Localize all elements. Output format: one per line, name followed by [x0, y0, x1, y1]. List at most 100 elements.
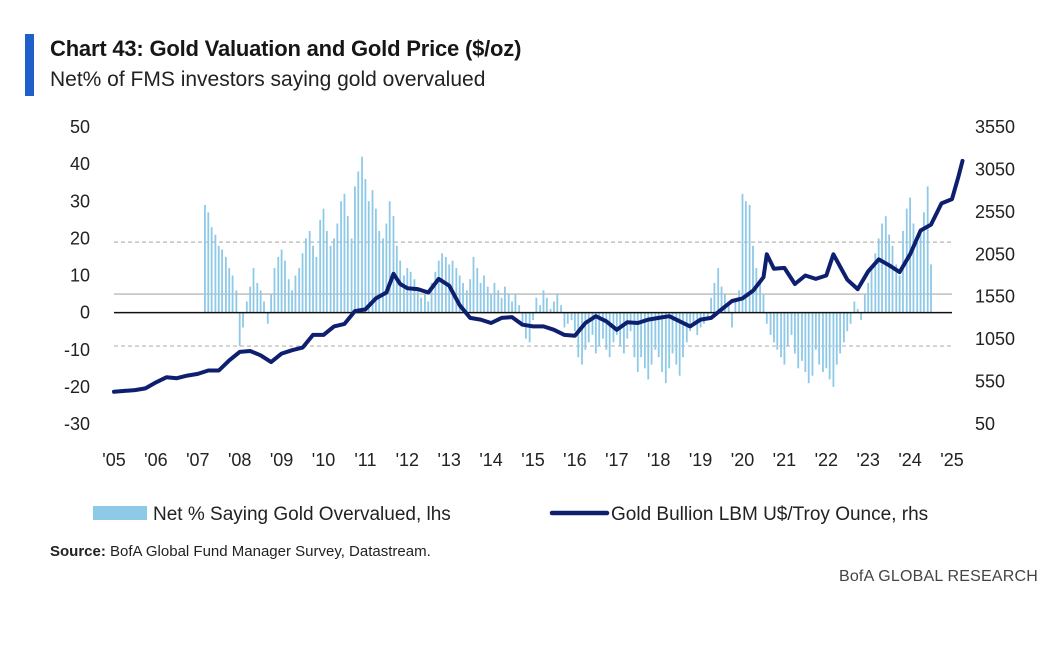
bar: [266, 312, 269, 324]
left-axis-tick-label: -30: [64, 414, 90, 434]
gold-price-line: [112, 158, 965, 394]
right-axis-tick-label: 1050: [975, 329, 1015, 349]
bar: [465, 290, 468, 313]
bar-series: [204, 156, 932, 387]
bar: [640, 312, 643, 358]
x-axis-tick-label: '17: [605, 450, 628, 470]
bar: [863, 294, 866, 313]
bar: [497, 290, 500, 313]
bar: [427, 301, 430, 313]
bar: [615, 312, 618, 335]
bar: [801, 312, 803, 361]
bar: [916, 242, 919, 313]
bar: [574, 312, 576, 332]
bar: [319, 219, 322, 313]
bar: [734, 301, 737, 313]
bar: [919, 230, 922, 313]
bar: [409, 271, 412, 313]
bar: [594, 312, 597, 354]
right-axis-tick-label: 3050: [975, 159, 1015, 179]
bar: [437, 260, 440, 313]
left-axis-tick-label: 40: [70, 154, 90, 174]
bar: [849, 312, 852, 324]
bar: [727, 301, 730, 313]
x-axis-tick-label: '25: [940, 450, 963, 470]
bar: [804, 312, 807, 373]
bar: [793, 312, 796, 354]
x-axis-tick-label: '20: [731, 450, 754, 470]
bar: [769, 312, 772, 335]
bar: [479, 282, 482, 313]
bar: [563, 312, 566, 328]
bar: [263, 301, 265, 313]
bar: [668, 312, 671, 369]
bar: [214, 234, 217, 313]
bar: [741, 193, 744, 313]
bar: [388, 201, 391, 313]
bar: [371, 190, 374, 313]
bar: [361, 156, 363, 313]
bar: [832, 312, 835, 387]
bar: [755, 268, 758, 313]
bar: [322, 208, 325, 313]
bar: [458, 275, 461, 313]
x-axis-tick-label: '15: [521, 450, 544, 470]
bar: [853, 301, 856, 313]
bar: [364, 178, 367, 313]
left-axis-tick-label: -20: [64, 377, 90, 397]
bar: [462, 282, 464, 313]
bar: [577, 312, 580, 358]
x-axis-tick-label: '05: [102, 450, 125, 470]
chart-subtitle: Net% of FMS investors saying gold overva…: [50, 68, 486, 91]
bar: [455, 268, 458, 313]
left-axis-tick-label: 10: [70, 266, 90, 286]
bar: [860, 312, 862, 321]
bar: [895, 264, 898, 313]
bar: [807, 312, 810, 384]
bar: [608, 312, 611, 358]
bar: [521, 312, 524, 324]
bar: [469, 279, 472, 313]
bar: [210, 227, 213, 313]
bar: [560, 305, 562, 313]
bar: [835, 312, 838, 365]
bar: [284, 260, 286, 313]
bar: [420, 297, 423, 313]
bar: [888, 234, 891, 313]
left-axis: 50 40 30 20 10 0 -10 -20 -30: [64, 117, 90, 434]
bar: [776, 312, 779, 350]
bar: [472, 256, 475, 313]
bar: [633, 312, 636, 358]
bar: [382, 238, 384, 313]
bar: [786, 312, 789, 347]
bar: [329, 245, 332, 313]
bar: [259, 290, 262, 313]
bar: [294, 275, 297, 313]
bar: [584, 312, 587, 350]
bar: [856, 308, 859, 313]
chart-title: Chart 43: Gold Valuation and Gold Price …: [50, 36, 522, 61]
bar: [717, 268, 720, 313]
left-axis-tick-label: 20: [70, 228, 90, 248]
bar: [539, 305, 542, 313]
bar: [678, 312, 681, 376]
bar: [333, 238, 335, 313]
bar: [654, 312, 657, 350]
source-label: Source:: [50, 543, 106, 560]
bar: [385, 223, 388, 313]
bar: [731, 312, 733, 328]
x-axis-tick-label: '10: [312, 450, 335, 470]
bar: [765, 312, 768, 324]
bar: [825, 312, 828, 369]
bar: [556, 294, 559, 313]
x-axis-tick-label: '11: [354, 450, 376, 470]
bar: [818, 312, 821, 365]
bar: [773, 312, 775, 343]
bar: [797, 312, 800, 369]
bar: [839, 312, 842, 354]
x-axis-tick-label: '24: [898, 450, 921, 470]
bar: [626, 312, 629, 339]
bar: [312, 245, 314, 313]
legend: Net % Saying Gold Overvalued, lhs Gold Bu…: [93, 504, 928, 525]
bar: [451, 260, 454, 313]
